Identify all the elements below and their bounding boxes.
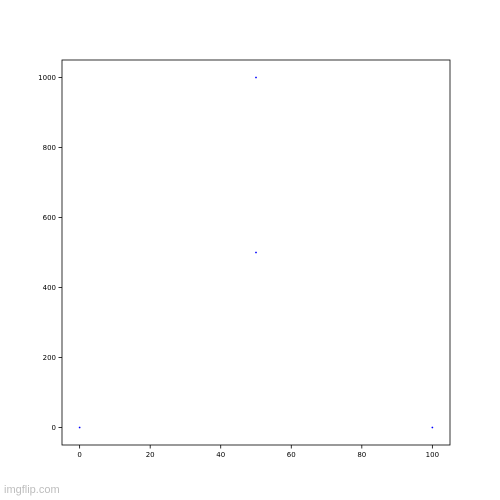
data-point — [255, 76, 257, 79]
y-tick-label: 600 — [43, 214, 56, 222]
y-tick-label: 400 — [43, 284, 56, 292]
y-axis: 0 200 400 600 800 1000 — [38, 74, 62, 432]
y-tick-label: 1000 — [38, 74, 56, 82]
x-tick-label: 80 — [357, 451, 366, 459]
y-tick-label: 800 — [43, 144, 56, 152]
data-points — [78, 76, 434, 429]
data-point — [431, 426, 434, 429]
x-tick-label: 40 — [216, 451, 225, 459]
x-tick-label: 20 — [146, 451, 155, 459]
watermark-text: imgflip.com — [4, 484, 60, 496]
y-tick-label: 200 — [43, 354, 56, 362]
x-axis: 0 20 40 60 80 100 — [77, 445, 439, 459]
x-tick-label: 0 — [77, 451, 81, 459]
data-point — [255, 251, 257, 254]
data-point — [78, 426, 81, 429]
x-tick-label: 60 — [287, 451, 296, 459]
y-tick-label: 0 — [52, 424, 56, 432]
x-tick-label: 100 — [426, 451, 439, 459]
